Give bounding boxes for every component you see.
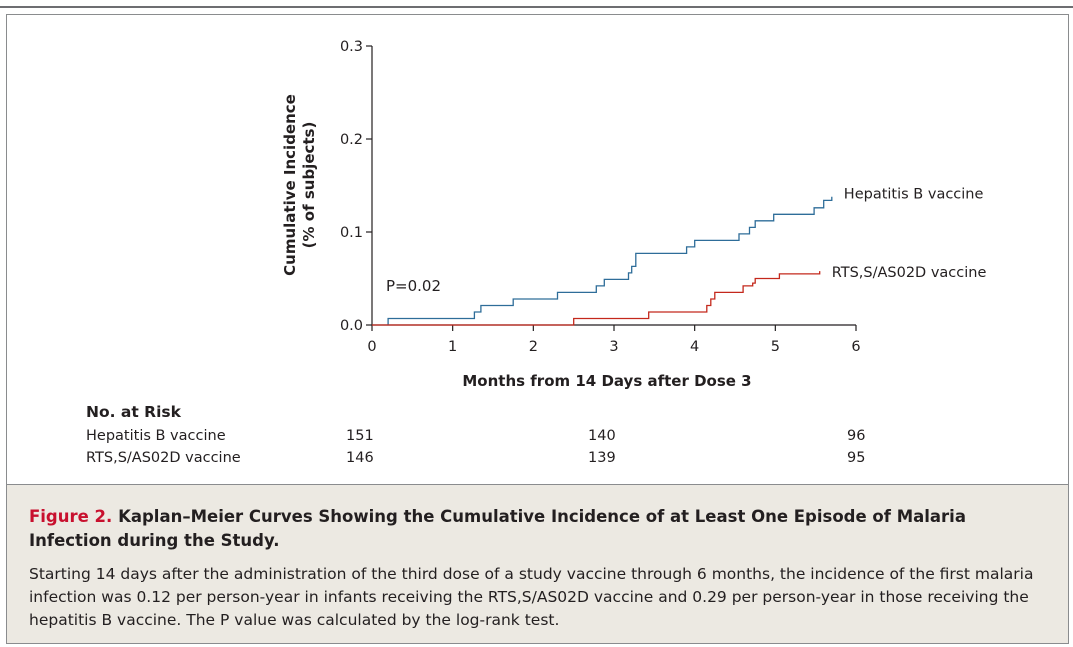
- x-tick-label: 0: [367, 339, 376, 355]
- caption-title: Figure 2. Kaplan–Meier Curves Showing th…: [29, 505, 1049, 553]
- x-tick-label: 3: [609, 339, 618, 355]
- series-label: RTS,S/AS02D vaccine: [832, 265, 987, 281]
- risk-value: 95: [847, 450, 866, 466]
- series-line: [387, 196, 833, 325]
- x-tick-label: 2: [529, 339, 538, 355]
- x-tick-label: 5: [771, 339, 780, 355]
- y-axis-subtitle: (% of subjects): [300, 122, 318, 249]
- y-tick-label: 0.1: [340, 225, 363, 241]
- risk-table-heading: No. at Risk: [86, 403, 181, 421]
- caption-panel: Figure 2. Kaplan–Meier Curves Showing th…: [7, 484, 1068, 643]
- risk-value: 140: [588, 428, 616, 444]
- risk-value: 96: [847, 428, 866, 444]
- risk-value: 146: [346, 450, 374, 466]
- figure-label: Figure 2.: [29, 507, 113, 526]
- x-axis-title: Months from 14 Days after Dose 3: [462, 372, 751, 390]
- y-tick-label: 0.3: [340, 39, 363, 55]
- risk-row-label: RTS,S/AS02D vaccine: [86, 450, 241, 466]
- km-chart: 0.0 0.1 0.2 0.3 0 1 2 3 4 5 6 Months from 14 Days a…: [281, 39, 987, 390]
- x-tick-label: 4: [690, 339, 699, 355]
- x-tick-label: 1: [448, 339, 457, 355]
- y-axis-title: Cumulative Incidence: [281, 94, 299, 276]
- chart-area: 0.0 0.1 0.2 0.3 0 1 2 3 4 5 6 Months from 14 Days a…: [7, 15, 1068, 484]
- y-tick-label: 0.2: [340, 132, 363, 148]
- p-value-annotation: P=0.02: [386, 277, 441, 295]
- figure-title-text: Kaplan–Meier Curves Showing the Cumulati…: [29, 507, 966, 550]
- series-line: [372, 271, 821, 326]
- risk-value: 151: [346, 428, 374, 444]
- top-rule: [0, 6, 1073, 8]
- risk-row-label: Hepatitis B vaccine: [86, 428, 226, 444]
- series-label: Hepatitis B vaccine: [844, 187, 984, 203]
- y-tick-label: 0.0: [340, 318, 363, 334]
- risk-value: 139: [588, 450, 616, 466]
- x-tick-label: 6: [851, 339, 860, 355]
- caption-body: Starting 14 days after the administratio…: [29, 565, 1034, 629]
- figure-frame: 0.0 0.1 0.2 0.3 0 1 2 3 4 5 6 Months from 14 Days a…: [6, 14, 1069, 644]
